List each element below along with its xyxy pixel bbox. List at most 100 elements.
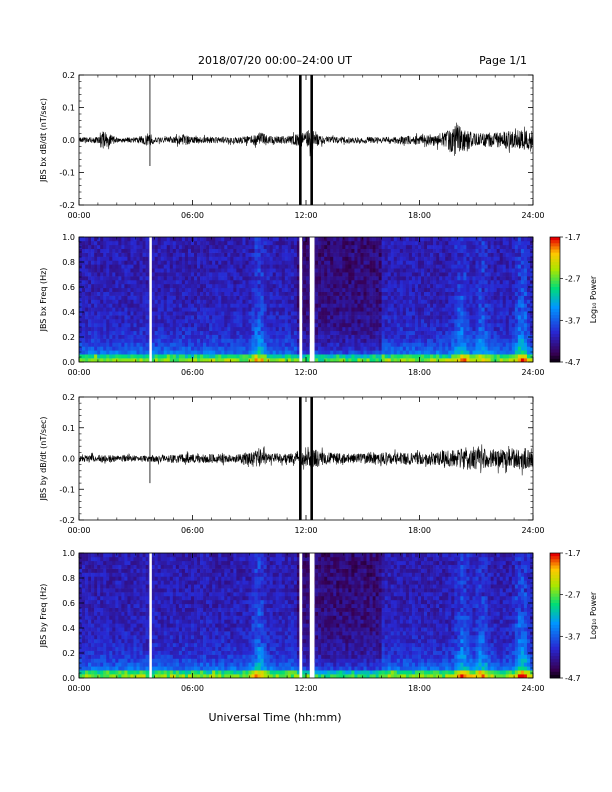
heatmap-cell bbox=[475, 342, 479, 347]
heatmap-cell bbox=[445, 295, 449, 300]
heatmap-cell bbox=[184, 260, 189, 265]
heatmap-cell bbox=[157, 240, 162, 246]
heatmap-cell bbox=[330, 303, 334, 308]
heatmap-cell bbox=[378, 350, 382, 355]
heatmap-cell bbox=[405, 299, 410, 304]
heatmap-cell bbox=[91, 287, 95, 292]
heatmap-cell bbox=[206, 260, 210, 265]
heatmap-cell bbox=[109, 315, 113, 320]
heatmap-cell bbox=[257, 358, 261, 362]
heatmap-cell bbox=[321, 272, 325, 277]
heatmap-cell bbox=[363, 244, 367, 250]
heatmap-cell bbox=[454, 283, 458, 289]
heatmap-cell bbox=[236, 248, 240, 253]
heatmap-cell bbox=[360, 237, 364, 242]
heatmap-cell bbox=[408, 346, 413, 351]
heatmap-cell bbox=[290, 334, 295, 339]
heatmap-cell bbox=[351, 303, 355, 308]
heatmap-cell bbox=[378, 358, 382, 362]
heatmap-cell bbox=[221, 358, 225, 362]
heatmap-cell bbox=[209, 303, 213, 308]
heatmap-cell bbox=[484, 283, 488, 289]
heatmap-cell bbox=[505, 350, 510, 355]
heatmap-cell bbox=[366, 303, 370, 308]
heatmap-cell bbox=[118, 291, 122, 296]
heatmap-cell bbox=[354, 330, 358, 335]
heatmap-cell bbox=[372, 334, 376, 339]
colorbar-segment bbox=[550, 255, 560, 260]
heatmap-cell bbox=[324, 260, 328, 265]
heatmap-cell bbox=[184, 350, 189, 355]
heatmap-cell bbox=[254, 307, 258, 312]
heatmap-cell bbox=[436, 299, 440, 304]
heatmap-cell bbox=[363, 295, 367, 300]
heatmap-cell bbox=[133, 322, 137, 328]
heatmap-cell bbox=[523, 303, 528, 308]
heatmap-cell bbox=[445, 299, 449, 304]
heatmap-cell bbox=[408, 264, 413, 269]
heatmap-cell bbox=[327, 268, 331, 273]
heatmap-cell bbox=[248, 354, 252, 359]
heatmap-cell bbox=[233, 350, 237, 355]
heatmap-cell bbox=[520, 276, 525, 281]
heatmap-cell bbox=[251, 319, 255, 324]
heatmap-cell bbox=[218, 346, 222, 351]
heatmap-cell bbox=[136, 268, 140, 273]
heatmap-cell bbox=[157, 279, 162, 285]
heatmap-cell bbox=[296, 240, 301, 246]
heatmap-cell bbox=[263, 264, 267, 269]
heatmap-cell bbox=[118, 322, 122, 328]
heatmap-cell bbox=[79, 248, 83, 253]
heatmap-cell bbox=[369, 248, 373, 253]
heatmap-cell bbox=[94, 350, 98, 355]
heatmap-cell bbox=[411, 276, 416, 281]
heatmap-cell bbox=[284, 248, 289, 253]
heatmap-cell bbox=[339, 237, 343, 242]
heatmap-cell bbox=[230, 330, 234, 335]
heatmap-cell bbox=[242, 240, 246, 246]
heatmap-cell bbox=[269, 276, 274, 281]
heatmap-cell bbox=[529, 272, 533, 277]
heatmap-cell bbox=[178, 307, 183, 312]
heatmap-cell bbox=[439, 342, 443, 347]
heatmap-cell bbox=[287, 287, 292, 292]
heatmap-cell bbox=[118, 237, 122, 242]
heatmap-cell bbox=[484, 276, 488, 281]
heatmap-cell bbox=[139, 272, 143, 277]
heatmap-cell bbox=[378, 346, 382, 351]
heatmap-cell bbox=[124, 338, 128, 343]
heatmap-cell bbox=[263, 358, 267, 362]
heatmap-cell bbox=[511, 342, 516, 347]
heatmap-cell bbox=[375, 350, 379, 355]
colorbar-segment bbox=[550, 299, 560, 304]
heatmap-cell bbox=[281, 279, 286, 285]
heatmap-cell bbox=[387, 330, 392, 335]
heatmap-cell bbox=[82, 322, 86, 328]
heatmap-cell bbox=[157, 342, 162, 347]
heatmap-cell bbox=[197, 283, 201, 289]
heatmap-cell bbox=[112, 322, 116, 328]
heatmap-cell bbox=[493, 342, 497, 347]
heatmap-cell bbox=[469, 311, 473, 316]
colorbar-segment bbox=[550, 246, 560, 250]
heatmap-cell bbox=[175, 295, 180, 300]
heatmap-cell bbox=[378, 307, 382, 312]
heatmap-cell bbox=[272, 268, 277, 273]
heatmap-cell bbox=[369, 252, 373, 257]
heatmap-cell bbox=[505, 276, 510, 281]
heatmap-cell bbox=[324, 252, 328, 257]
heatmap-cell bbox=[230, 295, 234, 300]
heatmap-cell bbox=[375, 326, 379, 332]
heatmap-cell bbox=[109, 338, 113, 343]
heatmap-cell bbox=[97, 350, 101, 355]
heatmap-cell bbox=[230, 237, 234, 242]
heatmap-cell bbox=[94, 358, 98, 362]
heatmap-cell bbox=[396, 326, 401, 332]
heatmap-cell bbox=[103, 264, 107, 269]
heatmap-cell bbox=[163, 279, 168, 285]
heatmap-cell bbox=[103, 334, 107, 339]
heatmap-cell bbox=[478, 291, 482, 296]
heatmap-cell bbox=[490, 338, 494, 343]
heatmap-cell bbox=[136, 252, 140, 257]
heatmap-cell bbox=[351, 307, 355, 312]
